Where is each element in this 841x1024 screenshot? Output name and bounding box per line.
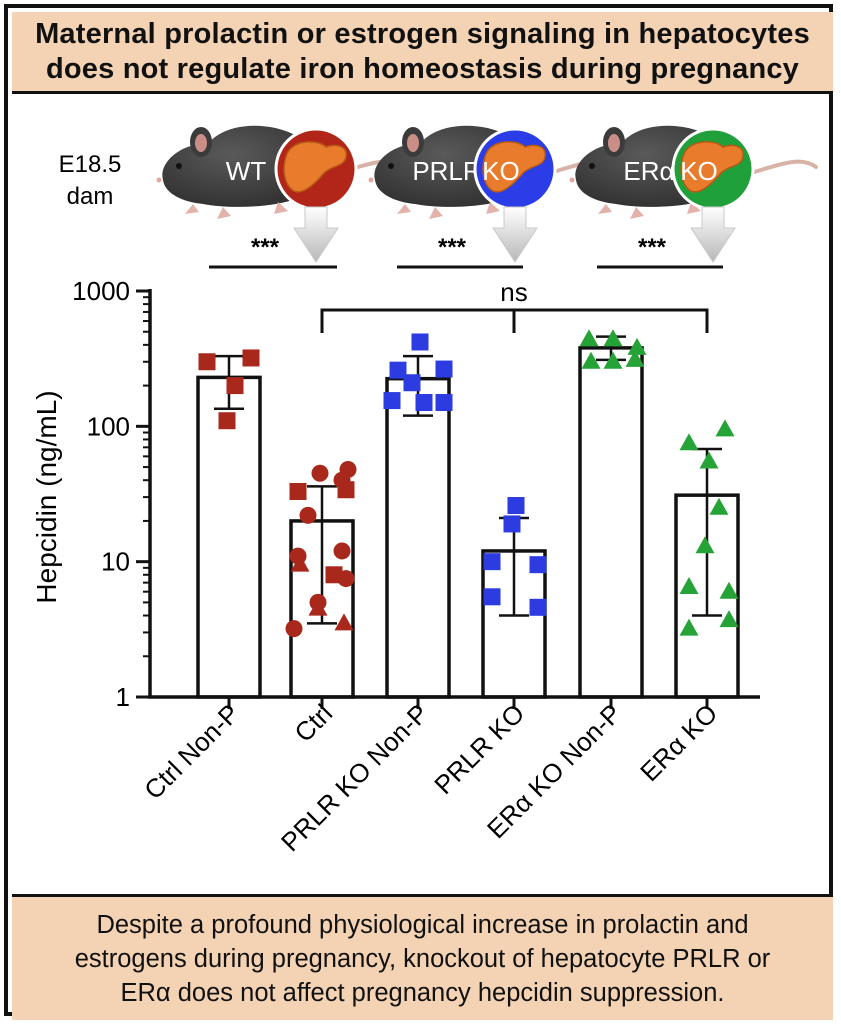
summary-line-1: Despite a profound physiological increas… [96,910,749,939]
summary-line-2: estrogens during pregnancy, knockout of … [74,944,771,973]
title-banner: Maternal prolactin or estrogen signaling… [12,12,833,94]
title-line-1: Maternal prolactin or estrogen signaling… [35,17,810,50]
summary-banner: Despite a profound physiological increas… [12,894,833,1020]
title-line-2: does not regulate iron homeostasis durin… [45,52,800,85]
summary-line-3: ERα does not affect pregnancy hepcidin s… [120,978,725,1007]
figure-frame: Maternal prolactin or estrogen signaling… [4,4,833,1020]
